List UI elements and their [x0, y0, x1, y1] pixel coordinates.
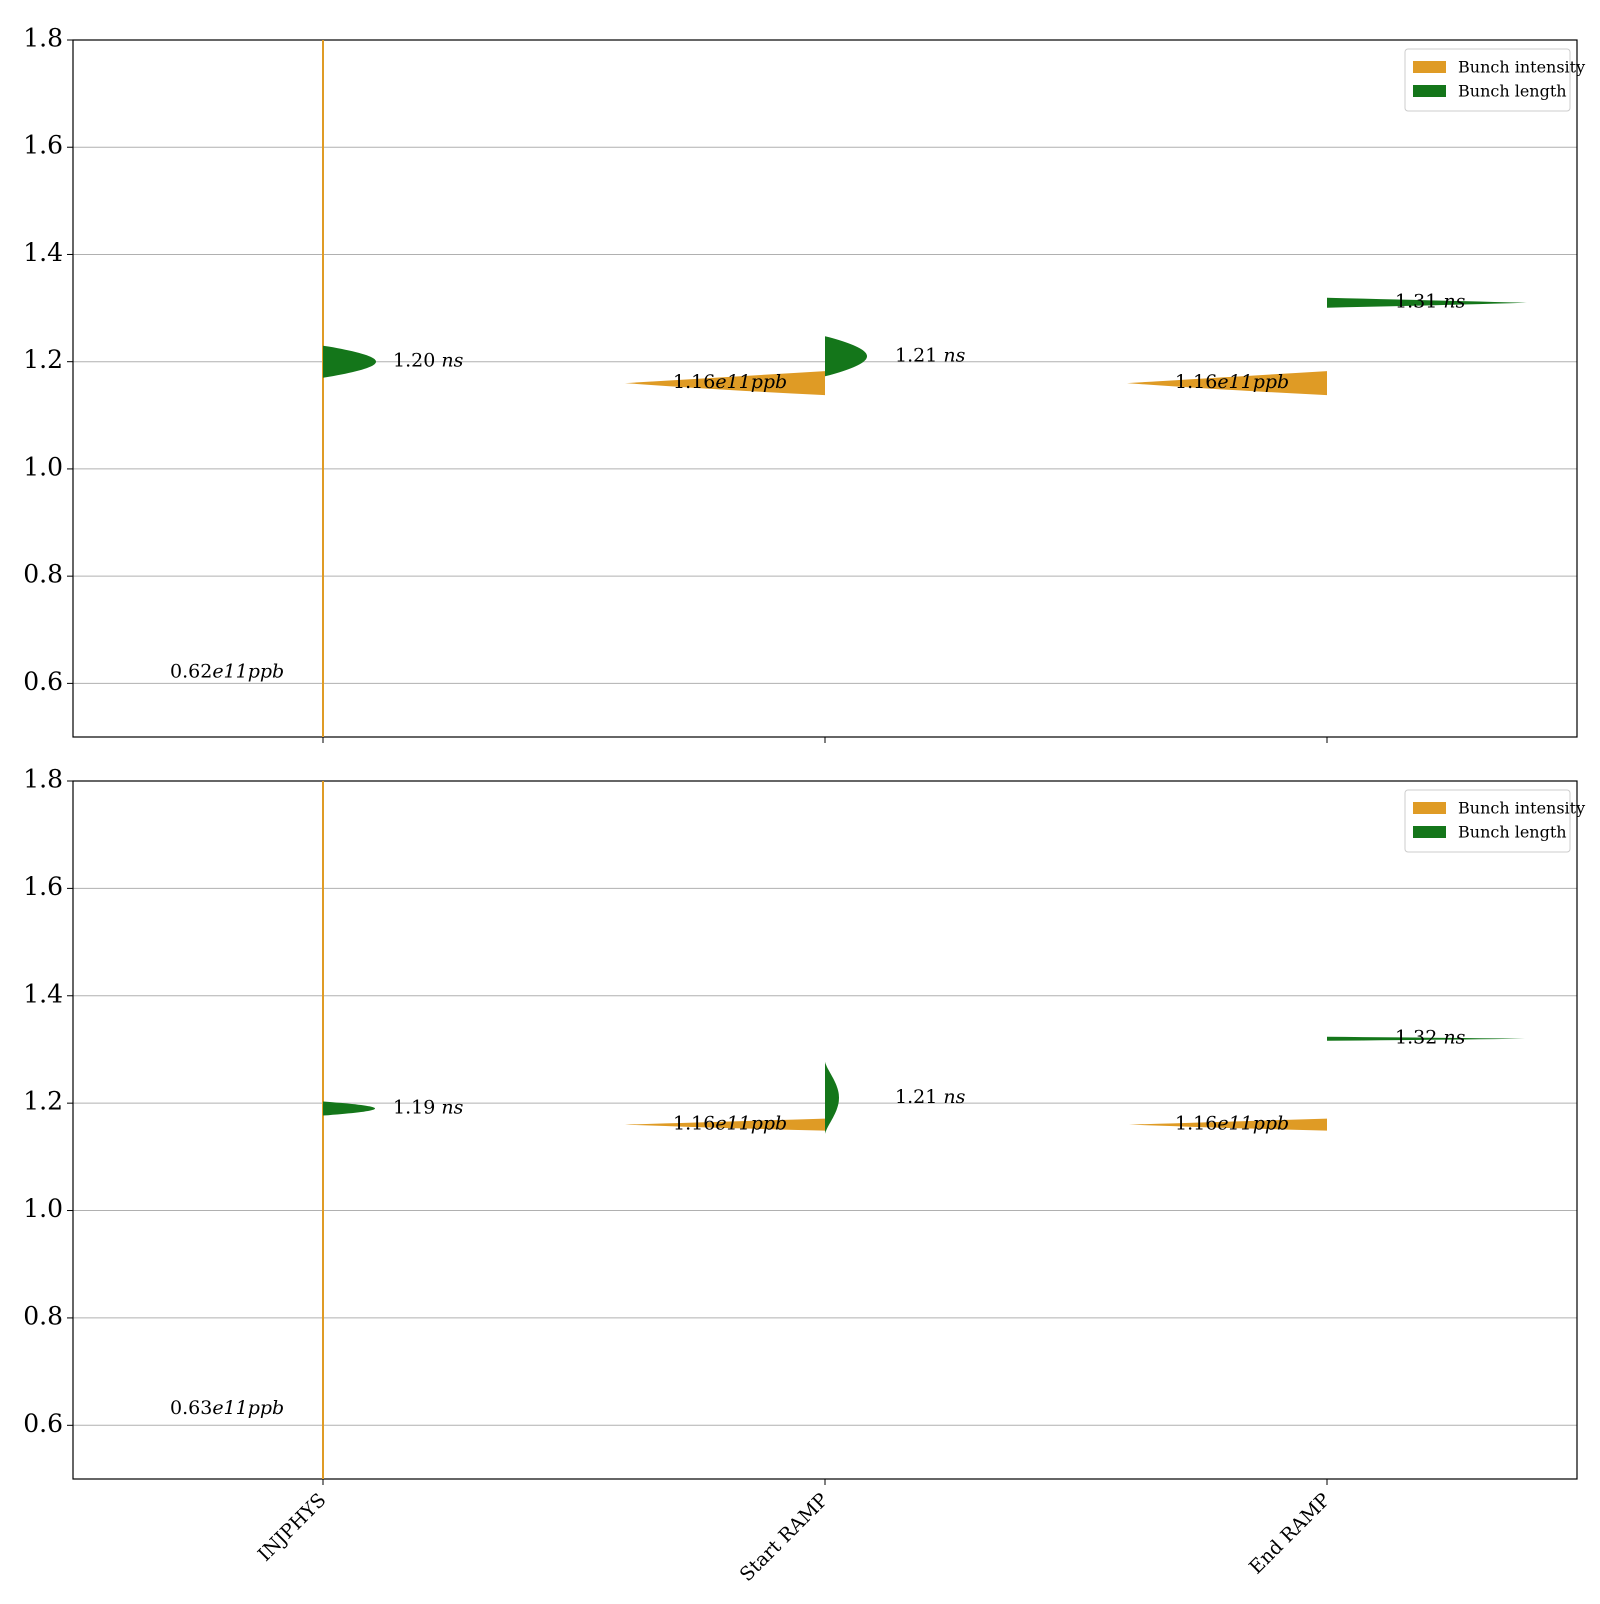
panel-2: 0.6 0.8 1.0 1.2 1.4 1.6 1.8 0.63e11ppb 1.19 ns 1.…: [23, 765, 1585, 1586]
violin-intensity-3: [1127, 371, 1327, 396]
x-tick-label: End RAMP: [1245, 1489, 1335, 1579]
y-tick-label: 1.0: [23, 452, 63, 481]
annotation-length-3: 1.32 ns: [1395, 1027, 1466, 1049]
y-tick-label: 1.2: [23, 1087, 63, 1116]
y-tick-label: 0.8: [23, 1301, 63, 1330]
y-tick-label: 0.6: [23, 667, 63, 696]
annotation-intensity-1: 0.63e11ppb: [170, 1397, 284, 1419]
legend-label-2: Bunch length: [1458, 82, 1567, 101]
y-tick-label: 1.6: [23, 872, 63, 901]
violin-intensity-3: [1129, 1118, 1327, 1131]
y-tick-label: 0.6: [23, 1409, 63, 1438]
legend-box: [1404, 789, 1571, 853]
legend-swatch-1: [1413, 802, 1446, 814]
annotation-length-2: 1.21 ns: [895, 344, 966, 366]
annotation-intensity-3: 1.16e11ppb: [1175, 1113, 1289, 1135]
legend-swatch-2: [1413, 826, 1446, 838]
legend-box: [1404, 48, 1571, 112]
legend-label-1: Bunch intensity: [1458, 799, 1585, 818]
annotation-intensity-1: 0.62e11ppb: [170, 661, 284, 683]
y-tick-label: 1.4: [23, 979, 63, 1008]
y-tick-label: 1.4: [23, 238, 63, 267]
annotation-length-3: 1.31 ns: [1395, 291, 1466, 313]
violin-intensity-2: [625, 1118, 825, 1131]
violin-length-1: [323, 345, 376, 378]
y-tick-label: 1.0: [23, 1194, 63, 1223]
annotation-intensity-2: 1.16e11ppb: [673, 371, 787, 393]
y-tick-label: 1.2: [23, 345, 63, 374]
y-tick-label: 1.6: [23, 131, 63, 160]
x-tick-label: INJPHYS: [254, 1489, 331, 1566]
violin-length-2: [825, 1061, 839, 1134]
violin-length-3: [1327, 1036, 1527, 1041]
legend-swatch-2: [1413, 85, 1446, 97]
legend: Bunch intensity Bunch length: [1404, 789, 1585, 853]
violin-length-1: [323, 1101, 375, 1116]
annotation-length-1: 1.19 ns: [393, 1097, 464, 1119]
y-tick-label: 1.8: [23, 24, 63, 53]
legend-label-1: Bunch intensity: [1458, 58, 1585, 77]
legend: Bunch intensity Bunch length: [1404, 48, 1585, 112]
violin-length-2: [825, 336, 867, 377]
annotation-length-1: 1.20 ns: [393, 350, 464, 372]
panel-1: 0.6 0.8 1.0 1.2 1.4 1.6 1.8 0.62e11ppb 1.20 ns 1.…: [23, 24, 1585, 743]
x-tick-label: Start RAMP: [736, 1489, 833, 1586]
violin-length-3: [1327, 297, 1527, 308]
violin-intensity-2: [625, 371, 825, 396]
annotation-intensity-3: 1.16e11ppb: [1175, 371, 1289, 393]
annotation-length-2: 1.21 ns: [895, 1086, 966, 1108]
y-tick-label: 1.8: [23, 765, 63, 794]
legend-label-2: Bunch length: [1458, 823, 1567, 842]
y-tick-label: 0.8: [23, 560, 63, 589]
annotation-intensity-2: 1.16e11ppb: [673, 1113, 787, 1135]
legend-swatch-1: [1413, 61, 1446, 73]
